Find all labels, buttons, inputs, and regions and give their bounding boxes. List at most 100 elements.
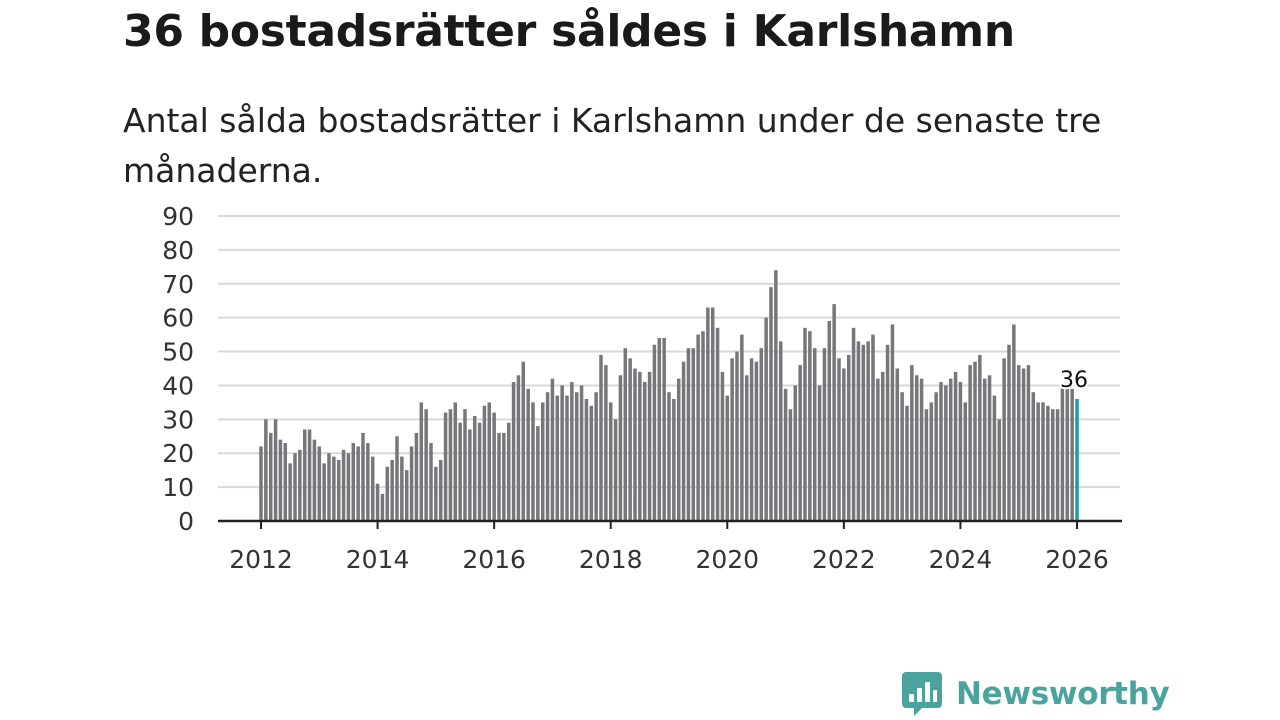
bar: [273, 419, 278, 521]
bar: [521, 361, 526, 521]
chart-subtitle: Antal sålda bostadsrätter i Karlshamn un…: [123, 101, 1102, 190]
bar: [914, 375, 919, 521]
bar: [579, 385, 584, 521]
bar: [793, 385, 798, 521]
bar: [812, 348, 817, 521]
bar: [1031, 392, 1036, 521]
bar: [618, 375, 623, 521]
bar: [866, 341, 870, 521]
bar: [778, 341, 783, 521]
bar: [1012, 324, 1016, 521]
bar: [686, 348, 691, 521]
bar: [589, 405, 594, 521]
bar: [905, 405, 909, 521]
bar: [293, 453, 297, 521]
bar: [1070, 388, 1074, 521]
bar: [710, 307, 715, 521]
bar: [482, 405, 487, 521]
bar: [516, 375, 521, 521]
bar: [735, 351, 739, 521]
x-tick-label: 2018: [579, 545, 643, 574]
bar: [929, 402, 934, 521]
bar: [395, 436, 399, 521]
x-tick-label: 2026: [1045, 545, 1109, 574]
x-tick-label: 2012: [229, 545, 293, 574]
chart-title: 36 bostadsrätter såldes i Karlshamn: [123, 6, 1015, 57]
chart-bubble-icon: [902, 672, 942, 716]
bar: [749, 358, 754, 521]
y-tick-label: 50: [162, 338, 194, 367]
bar: [385, 466, 390, 521]
bar: [871, 334, 875, 521]
bar: [1036, 402, 1040, 521]
bar: [900, 392, 904, 521]
bar: [336, 460, 341, 521]
bar: [302, 429, 307, 521]
y-tick-label: 90: [162, 202, 194, 231]
bar: [550, 378, 555, 521]
bar: [696, 334, 700, 521]
bar: [613, 419, 618, 521]
bar: [443, 412, 448, 521]
bar: [948, 378, 953, 521]
bar: [681, 361, 686, 521]
bar: [1021, 368, 1026, 521]
bar: [846, 354, 851, 521]
x-tick-label: 2014: [346, 545, 410, 574]
bar: [492, 412, 496, 521]
bar: [545, 392, 550, 521]
bar: [511, 382, 516, 521]
bar: [317, 446, 322, 521]
bar: [327, 453, 331, 521]
bar: [817, 385, 822, 521]
bar: [322, 463, 326, 521]
bar: [370, 456, 375, 521]
bar: [652, 344, 657, 521]
bar: [608, 402, 613, 521]
bar: [764, 317, 768, 521]
bar: [715, 327, 720, 521]
bar: [667, 392, 671, 521]
bar: [424, 409, 428, 521]
bar: [288, 463, 292, 521]
bar: [924, 409, 929, 521]
bar: [351, 443, 356, 521]
y-tick-label: 60: [162, 304, 194, 333]
bar: [657, 338, 662, 521]
bar: [1002, 358, 1006, 521]
bar: [1060, 385, 1065, 521]
bar: [701, 331, 705, 521]
bar: [536, 426, 540, 521]
y-tick-label: 80: [162, 236, 194, 265]
bar: [259, 446, 263, 521]
bar: [861, 344, 866, 521]
bar: [526, 388, 530, 521]
bar: [341, 449, 346, 521]
bar: [706, 307, 710, 521]
bar: [919, 378, 924, 521]
bar: [968, 365, 972, 521]
bar: [366, 443, 370, 521]
bar: [803, 327, 807, 521]
y-tick-label: 20: [162, 439, 194, 468]
bar: [939, 382, 943, 521]
bar: [264, 419, 268, 521]
y-tick-label: 30: [162, 405, 194, 434]
bar: [982, 378, 987, 521]
bar: [448, 409, 453, 521]
bar: [458, 422, 462, 521]
x-tick-label: 2024: [929, 545, 993, 574]
bar: [783, 388, 788, 521]
bar: [463, 409, 467, 521]
bar: [798, 365, 802, 521]
bar: [604, 365, 608, 521]
bar: [375, 483, 380, 521]
bar: [404, 470, 409, 521]
newsworthy-logo: Newsworthy: [902, 670, 1170, 718]
bar: [332, 456, 336, 521]
bar: [910, 365, 914, 521]
bar: [842, 368, 846, 521]
bar: [895, 368, 900, 521]
bar: [307, 429, 312, 521]
bar: [283, 443, 288, 521]
